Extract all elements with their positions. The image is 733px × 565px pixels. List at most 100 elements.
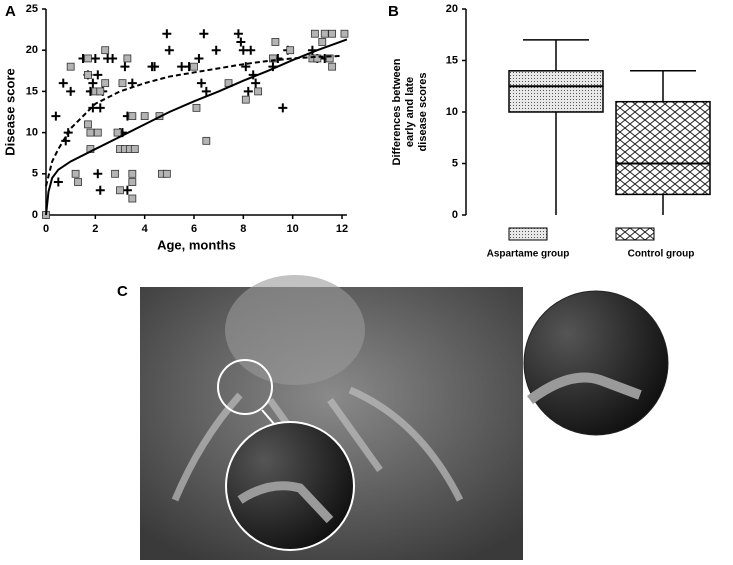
x-tick-label: 8 <box>240 223 246 235</box>
legend-swatch <box>508 227 548 241</box>
square-point <box>116 186 124 195</box>
plus-point <box>90 53 100 63</box>
plus-point <box>93 70 103 80</box>
square-point <box>86 128 95 137</box>
square-point <box>93 128 102 137</box>
square-point <box>101 79 110 88</box>
square-point <box>241 95 250 104</box>
y-tick-label: 25 <box>26 3 38 15</box>
legend-label: Control group <box>628 249 695 260</box>
x-tick-label: 6 <box>191 223 197 235</box>
square-point <box>313 54 322 63</box>
y-tick-label: 10 <box>446 106 458 118</box>
panel-label: C <box>117 283 128 300</box>
plus-point <box>233 29 243 39</box>
square-point <box>128 178 137 186</box>
plus-point <box>58 78 68 88</box>
panel-label: B <box>388 3 399 20</box>
y-tick-label: 15 <box>26 85 38 97</box>
plus-point <box>150 62 160 72</box>
legend-swatch <box>615 227 655 241</box>
square-point <box>128 169 137 178</box>
square-point <box>123 54 132 63</box>
square-point <box>286 46 295 55</box>
plus-point <box>211 45 221 55</box>
y-tick-label: 0 <box>452 209 458 221</box>
plus-point <box>95 103 105 113</box>
square-point <box>74 178 82 186</box>
square-point <box>128 194 137 203</box>
plus-point <box>53 177 63 187</box>
plus-point <box>108 53 118 63</box>
y-tick-label: 5 <box>452 157 458 169</box>
plus-point <box>251 78 261 88</box>
square-point <box>325 54 334 63</box>
square-point <box>128 112 137 121</box>
x-axis-label: Age, months <box>157 237 236 252</box>
fit-curve <box>45 54 343 187</box>
y-axis-label: early and late <box>404 77 416 147</box>
square-point <box>340 29 349 38</box>
plus-point <box>162 29 172 39</box>
square-point <box>101 46 110 55</box>
plus-point <box>199 29 209 39</box>
y-tick-label: 15 <box>446 54 458 66</box>
square-point <box>202 136 211 145</box>
square-point <box>96 87 105 96</box>
square-point <box>71 169 80 178</box>
plus-point <box>95 185 105 195</box>
plus-point <box>164 45 174 55</box>
x-tick-label: 2 <box>92 223 98 235</box>
x-tick-label: 4 <box>142 223 149 235</box>
square-point <box>113 128 122 137</box>
square-point <box>328 29 337 38</box>
plus-point <box>196 78 206 88</box>
panel-label: A <box>5 3 16 20</box>
y-tick-label: 5 <box>32 168 38 180</box>
fit-curve <box>45 38 348 216</box>
plus-point <box>93 169 103 179</box>
x-tick-label: 0 <box>43 223 49 235</box>
y-axis-label: Disease score <box>2 68 17 155</box>
x-tick-label: 10 <box>287 223 299 235</box>
plus-point <box>122 185 132 195</box>
square-point <box>84 120 92 129</box>
square-point <box>162 169 171 178</box>
y-axis-label: Differences between <box>391 58 403 165</box>
y-tick-label: 0 <box>32 209 38 221</box>
square-point <box>130 145 139 153</box>
plus-point <box>120 62 130 72</box>
square-point <box>118 79 127 88</box>
plus-point <box>236 37 246 47</box>
plus-point <box>51 111 61 121</box>
plus-point <box>278 103 288 113</box>
xray-image <box>140 275 669 560</box>
square-point <box>84 54 92 63</box>
box <box>508 70 604 113</box>
plus-point <box>194 53 204 63</box>
square-point <box>66 62 75 71</box>
y-tick-label: 10 <box>26 127 38 139</box>
y-axis-label: disease scores <box>417 73 429 152</box>
square-point <box>84 71 92 79</box>
plus-point <box>243 86 253 96</box>
square-point <box>190 62 198 71</box>
square-point <box>328 62 337 71</box>
plus-point <box>241 62 251 72</box>
square-point <box>269 54 277 63</box>
square-point <box>310 29 319 38</box>
square-point <box>320 29 329 38</box>
square-point <box>192 103 201 112</box>
plus-point <box>127 78 137 88</box>
plus-point <box>246 45 256 55</box>
box <box>615 100 711 196</box>
plus-point <box>201 86 211 96</box>
y-tick-label: 20 <box>26 44 38 56</box>
square-point <box>140 112 149 121</box>
square-point <box>254 87 263 96</box>
y-tick-label: 20 <box>446 3 458 15</box>
x-tick-label: 12 <box>336 223 348 235</box>
legend-label: Aspartame group <box>487 249 570 260</box>
plus-point <box>88 78 98 88</box>
